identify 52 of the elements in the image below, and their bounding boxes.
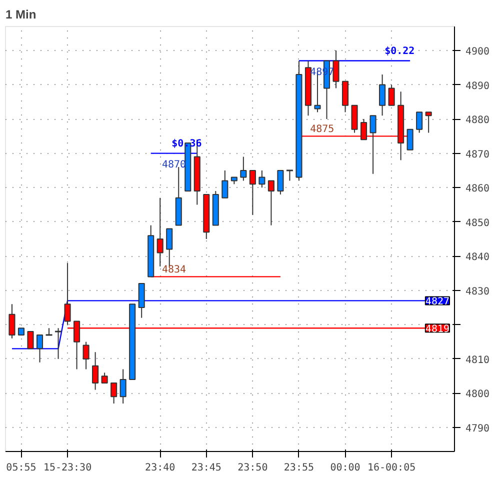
y-tick-label: 4870: [466, 149, 490, 160]
candlestick: [332, 50, 340, 89]
x-tick-label: 00:00: [330, 462, 360, 474]
annotation: 4834: [162, 264, 186, 276]
x-tick-label: 05:55: [6, 462, 36, 474]
y-tick-label: 4840: [466, 252, 490, 264]
candlestick: [240, 156, 247, 182]
candlestick: [277, 170, 284, 195]
candlestick: [166, 228, 173, 267]
candlestick: [416, 112, 423, 134]
candlestick: [138, 283, 145, 318]
candlestick: [36, 334, 44, 363]
candlestick: [120, 368, 126, 404]
x-tick-label: 23:50: [238, 462, 268, 474]
x-tick-label: 16-00:05: [367, 462, 416, 474]
annotation: $0.22: [384, 46, 415, 57]
chart-title: 1 Min: [6, 8, 36, 22]
candlestick: [54, 328, 62, 360]
candlestick: [258, 170, 266, 188]
y-tick-label: 4790: [466, 424, 490, 435]
candlestick: [268, 180, 274, 226]
candlestick: [249, 170, 256, 216]
y-tick-label: 4860: [466, 184, 490, 195]
candlestick: [92, 352, 99, 390]
candlestick: [64, 262, 71, 326]
candlestick: [82, 341, 90, 370]
y-tick-label: 4880: [466, 115, 490, 126]
y-tick-label: 4800: [466, 389, 490, 400]
candlestick: [101, 372, 108, 384]
candlestick: [8, 304, 16, 339]
x-tick-label: 23:40: [145, 462, 176, 474]
candlestick: [370, 115, 376, 174]
x-tick-label: 15-23:30: [43, 462, 92, 474]
y-tick-label: 4900: [466, 46, 490, 58]
candlestick: [222, 170, 228, 198]
x-tick-label: 23:45: [191, 462, 222, 474]
candlestick: [425, 112, 432, 134]
y-tick-label: 4850: [466, 218, 490, 229]
candlestick: [388, 84, 395, 106]
y-tick-label: 4890: [466, 80, 490, 92]
candlestick: [110, 382, 118, 404]
y-tick-label: 4810: [466, 354, 490, 366]
candlestick: [286, 170, 294, 182]
candlestick: [406, 128, 414, 150]
candlestick: [342, 80, 349, 113]
candlestick: [156, 197, 164, 267]
y-tick-label: 4830: [466, 286, 490, 298]
candlestick: [27, 331, 34, 350]
annotation: 4875: [310, 124, 334, 136]
candlestick: [351, 104, 358, 134]
x-tick-label: 23:55: [284, 462, 314, 474]
candlestick: [379, 74, 386, 116]
